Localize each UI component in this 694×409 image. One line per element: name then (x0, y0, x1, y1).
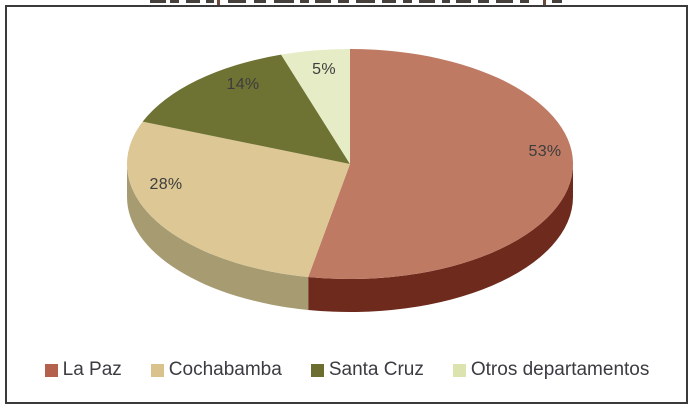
slice-value-label-la-paz: 53% (528, 143, 562, 160)
cropped-title-descender (217, 0, 220, 7)
pie-slice-side-la-paz (308, 164, 573, 312)
cropped-title-mark (150, 0, 166, 3)
cropped-title-mark (442, 0, 450, 3)
cropped-title-mark (274, 0, 294, 3)
cropped-title-mark (552, 0, 562, 3)
legend-swatch-santa-cruz (310, 363, 324, 377)
legend-label-otros-departamentos: Otros departamentos (470, 359, 650, 380)
cropped-title-descender (543, 0, 546, 7)
cropped-title-mark (186, 0, 200, 3)
legend-item-la-paz: La Paz (44, 359, 122, 381)
cropped-title-fragment (0, 0, 694, 8)
cropped-title-mark (456, 0, 471, 3)
legend-item-otros-departamentos: Otros departamentos (452, 359, 650, 381)
cropped-title-mark (520, 0, 529, 3)
pie-slice-side-cochabamba (127, 164, 309, 310)
slice-value-label-cochabamba: 28% (149, 176, 183, 193)
chart-frame-border (5, 5, 688, 404)
cropped-title-mark (382, 0, 396, 3)
legend-swatch-cochabamba (150, 363, 164, 377)
cropped-title-mark (338, 0, 349, 3)
legend-label-santa-cruz: Santa Cruz (328, 359, 424, 380)
legend-label-la-paz: La Paz (62, 359, 122, 380)
cropped-title-mark (403, 0, 412, 3)
pie-chart: 53% 28% 14% 5% (127, 49, 574, 312)
legend-item-cochabamba: Cochabamba (150, 359, 282, 381)
legend-swatch-la-paz (44, 363, 58, 377)
cropped-title-mark (228, 0, 246, 3)
legend-label-cochabamba: Cochabamba (168, 359, 282, 380)
pie-slice-otros-departamentos (281, 49, 350, 164)
cropped-title-mark (356, 0, 375, 3)
cropped-title-mark (315, 0, 331, 3)
cropped-title-mark (478, 0, 489, 3)
cropped-title-mark (170, 0, 179, 3)
pie-slice-la-paz (308, 49, 574, 279)
cropped-title-mark (254, 0, 266, 3)
cropped-title-mark (206, 0, 214, 3)
cropped-title-mark (300, 0, 309, 3)
pie-slice-santa-cruz (142, 54, 350, 164)
slice-value-label-santa-cruz: 14% (226, 76, 260, 93)
legend-item-santa-cruz: Santa Cruz (310, 359, 424, 381)
slice-value-label-otros-departamentos: 5% (312, 61, 336, 78)
cropped-title-mark (419, 0, 435, 3)
pie-chart-canvas (127, 49, 574, 312)
cropped-title-mark (496, 0, 513, 3)
chart-legend: La Paz Cochabamba Santa Cruz Otros departam… (7, 354, 687, 386)
pie-slice-cochabamba (127, 121, 351, 277)
legend-swatch-otros-departamentos (452, 363, 466, 377)
